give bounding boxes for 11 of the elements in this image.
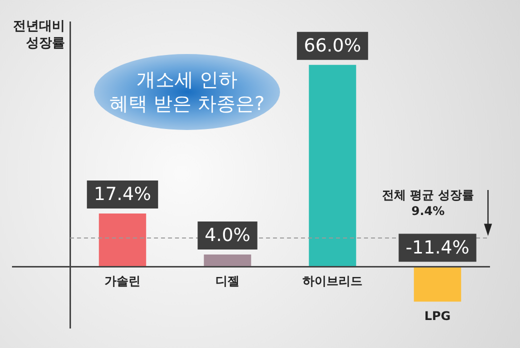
text: 개소세 인하 혜택 받은 차종은? bbox=[94, 54, 280, 130]
x-tick-label: 하이브리드 bbox=[302, 274, 362, 288]
data-label: 17.4% bbox=[94, 184, 152, 206]
x-tick-label: 디젤 bbox=[216, 274, 240, 288]
x-tick-label: LPG bbox=[424, 308, 451, 323]
ref-line-label: 전체 평균 성장률 9.4% bbox=[382, 188, 474, 218]
x-tick-label: 가솔린 bbox=[104, 274, 140, 288]
y-axis-title: 전년대비 성장률 bbox=[13, 18, 65, 52]
data-label: -11.4% bbox=[406, 237, 470, 258]
data-label: 4.0% bbox=[204, 225, 250, 246]
data-label: 66.0% bbox=[304, 36, 362, 57]
